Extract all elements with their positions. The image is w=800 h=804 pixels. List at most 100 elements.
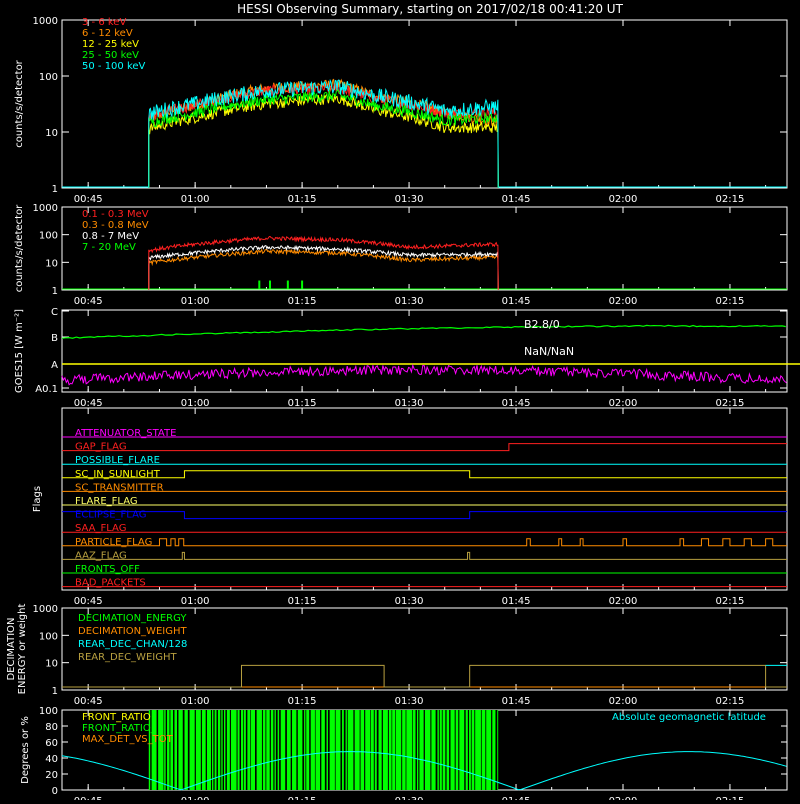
decimation-panel-xtick-label: 01:15 — [288, 696, 317, 707]
high-energy-panel-ytick-label: 1 — [52, 286, 58, 297]
flags-line — [62, 551, 787, 560]
high-energy-panel-frame — [61, 206, 788, 291]
ratio-ytick-label: 0 — [52, 786, 58, 797]
low-energy-panel-ytick-label: 1000 — [33, 16, 58, 27]
low-energy-panel-xtick-label: 02:15 — [716, 194, 745, 205]
goes-short-line — [61, 363, 787, 386]
flags-label: GAP_FLAG — [75, 442, 127, 453]
decimation-panel-xtick-label: 01:30 — [395, 696, 424, 707]
high-energy-panel-xtick-label: 00:45 — [74, 296, 103, 307]
low-energy-series-line — [148, 78, 499, 189]
low-energy-panel-frame — [61, 19, 788, 189]
flags-label: SC_TRANSMITTER — [75, 482, 164, 493]
ratio-front-ratio-fill — [148, 710, 499, 790]
high-energy-panel-xtick-label: 02:15 — [716, 296, 745, 307]
flags-label: ECLIPSE_FLAG — [75, 510, 146, 521]
flags-panel-xtick-label: 00:45 — [74, 596, 103, 607]
high-energy-series-line — [148, 248, 499, 291]
ratio-ytick-label: 80 — [45, 722, 58, 733]
figure-title: HESSI Observing Summary, starting on 201… — [237, 2, 623, 16]
high-energy-legend-entry: 0.3 - 0.8 MeV — [82, 220, 149, 231]
ratio-panel-xtick-label: 02:00 — [609, 796, 638, 800]
flags-line — [62, 443, 787, 452]
high-energy-panel-xtick-label: 02:00 — [609, 296, 638, 307]
high-energy-panel-ytick-label: 1000 — [33, 203, 58, 214]
low-energy-series-line — [148, 81, 499, 189]
goes-panel-frame — [61, 309, 788, 393]
ratio-panel-xtick-label: 02:15 — [716, 796, 745, 800]
ratio-panel-xtick-label: 01:00 — [181, 796, 210, 800]
low-energy-legend-entry: 12 - 25 keV — [82, 39, 139, 50]
low-energy-panel-xtick-label: 01:30 — [395, 194, 424, 205]
decimation-ylabel-group: DECIMATIONENERGY or weight — [6, 604, 28, 695]
ratio-ylabel: Degrees or % — [20, 716, 31, 784]
low-energy-legend-entry: 3 - 6 keV — [82, 17, 126, 28]
low-energy-panel-xtick-label: 01:15 — [288, 194, 317, 205]
ratio-panel-xtick-label: 01:45 — [502, 796, 531, 800]
ratio-legend-entry: MAX_DET_VS_TOT — [82, 734, 174, 745]
ratio-ytick-label: 60 — [45, 738, 58, 749]
goes-panel-xtick-label: 01:00 — [181, 398, 210, 409]
high-energy-panel-ytick-label: 100 — [39, 231, 58, 242]
high-energy-legend-entry: 0.1 - 0.3 MeV — [82, 209, 149, 220]
low-energy-panel-xtick-label: 01:00 — [181, 194, 210, 205]
flags-label: FLARE_FLAG — [75, 496, 138, 507]
goes-annotation-short: NaN/NaN — [524, 345, 574, 358]
flags-label: FRONTS_OFF — [75, 564, 140, 575]
ratio-legend-entry: FRONT_RATIO_ — [82, 723, 157, 734]
ratio-legend-entry: FRONT_RATIO — [82, 712, 151, 723]
decimation-panel-xtick-label: 02:00 — [609, 696, 638, 707]
high-energy-panel-ytick-label: 10 — [45, 258, 58, 269]
decimation-rear-weight-line — [62, 664, 787, 688]
low-energy-panel-ytick-label: 10 — [45, 128, 58, 139]
ratio-latitude-line — [61, 751, 787, 791]
ratio-ytick-label: 20 — [45, 770, 58, 781]
decimation-ylabel: DECIMATIONENERGY or weight — [6, 604, 28, 695]
flags-panel-xtick-label: 01:45 — [502, 596, 531, 607]
goes-panel-xtick-label: 01:15 — [288, 398, 317, 409]
flags-panel-xtick-label: 02:15 — [716, 596, 745, 607]
high-energy-series-line — [148, 244, 499, 291]
goes-panel-xtick-label: 02:00 — [609, 398, 638, 409]
decimation-panel-xtick-label: 01:45 — [502, 696, 531, 707]
decimation-panel-ytick-label: 1000 — [33, 604, 58, 615]
ratio-panel-xtick-label: 01:30 — [395, 796, 424, 800]
high-energy-legend-entry: 0.8 - 7 MeV — [82, 231, 139, 242]
flags-panel-xtick-label: 01:30 — [395, 596, 424, 607]
decimation-panel-ytick-label: 1 — [52, 686, 58, 697]
flags-label: SAA_FLAG — [75, 523, 126, 534]
low-energy-panel-ytick-label: 100 — [39, 72, 58, 83]
ratio-annotation: Absolute geomagnetic latitude — [612, 712, 766, 723]
flags-panel-xtick-label: 01:15 — [288, 596, 317, 607]
high-energy-legend-entry: 7 - 20 MeV — [82, 242, 136, 253]
goes-panel-xtick-label: 00:45 — [74, 398, 103, 409]
low-energy-legend-entry: 50 - 100 keV — [82, 61, 146, 72]
decimation-legend-entry: REAR_DEC_WEIGHT — [78, 652, 177, 663]
low-energy-panel-ytick-label: 1 — [52, 184, 58, 195]
decimation-panel-frame — [61, 607, 788, 691]
goes-ytick-label: A — [51, 360, 58, 371]
flags-line — [62, 511, 787, 520]
decimation-panel-ytick-label: 100 — [39, 631, 58, 642]
decimation-panel-xtick-label: 02:15 — [716, 696, 745, 707]
flags-label: PARTICLE_FLAG — [75, 537, 152, 548]
high-energy-ylabel: counts/s/detector — [14, 204, 25, 292]
goes-ytick-label: B — [51, 333, 58, 344]
flags-line — [62, 538, 787, 547]
flags-panel-frame — [61, 407, 788, 591]
low-energy-series-line — [148, 88, 499, 189]
decimation-legend-entry: REAR_DEC_CHAN/128 — [78, 639, 187, 650]
goes-panel-xtick-label: 01:45 — [502, 398, 531, 409]
low-energy-panel-xtick-label: 00:45 — [74, 194, 103, 205]
flags-line — [62, 470, 787, 479]
decimation-panel-ytick-label: 10 — [45, 659, 58, 670]
flags-label: ATTENUATOR_STATE — [75, 428, 176, 439]
flags-panel-xtick-label: 02:00 — [609, 596, 638, 607]
ratio-panel-xtick-label: 00:45 — [74, 796, 103, 800]
low-energy-series-line — [148, 93, 499, 189]
goes-panel-xtick-label: 01:30 — [395, 398, 424, 409]
high-energy-panel-xtick-label: 01:45 — [502, 296, 531, 307]
goes-long-line — [61, 324, 786, 339]
